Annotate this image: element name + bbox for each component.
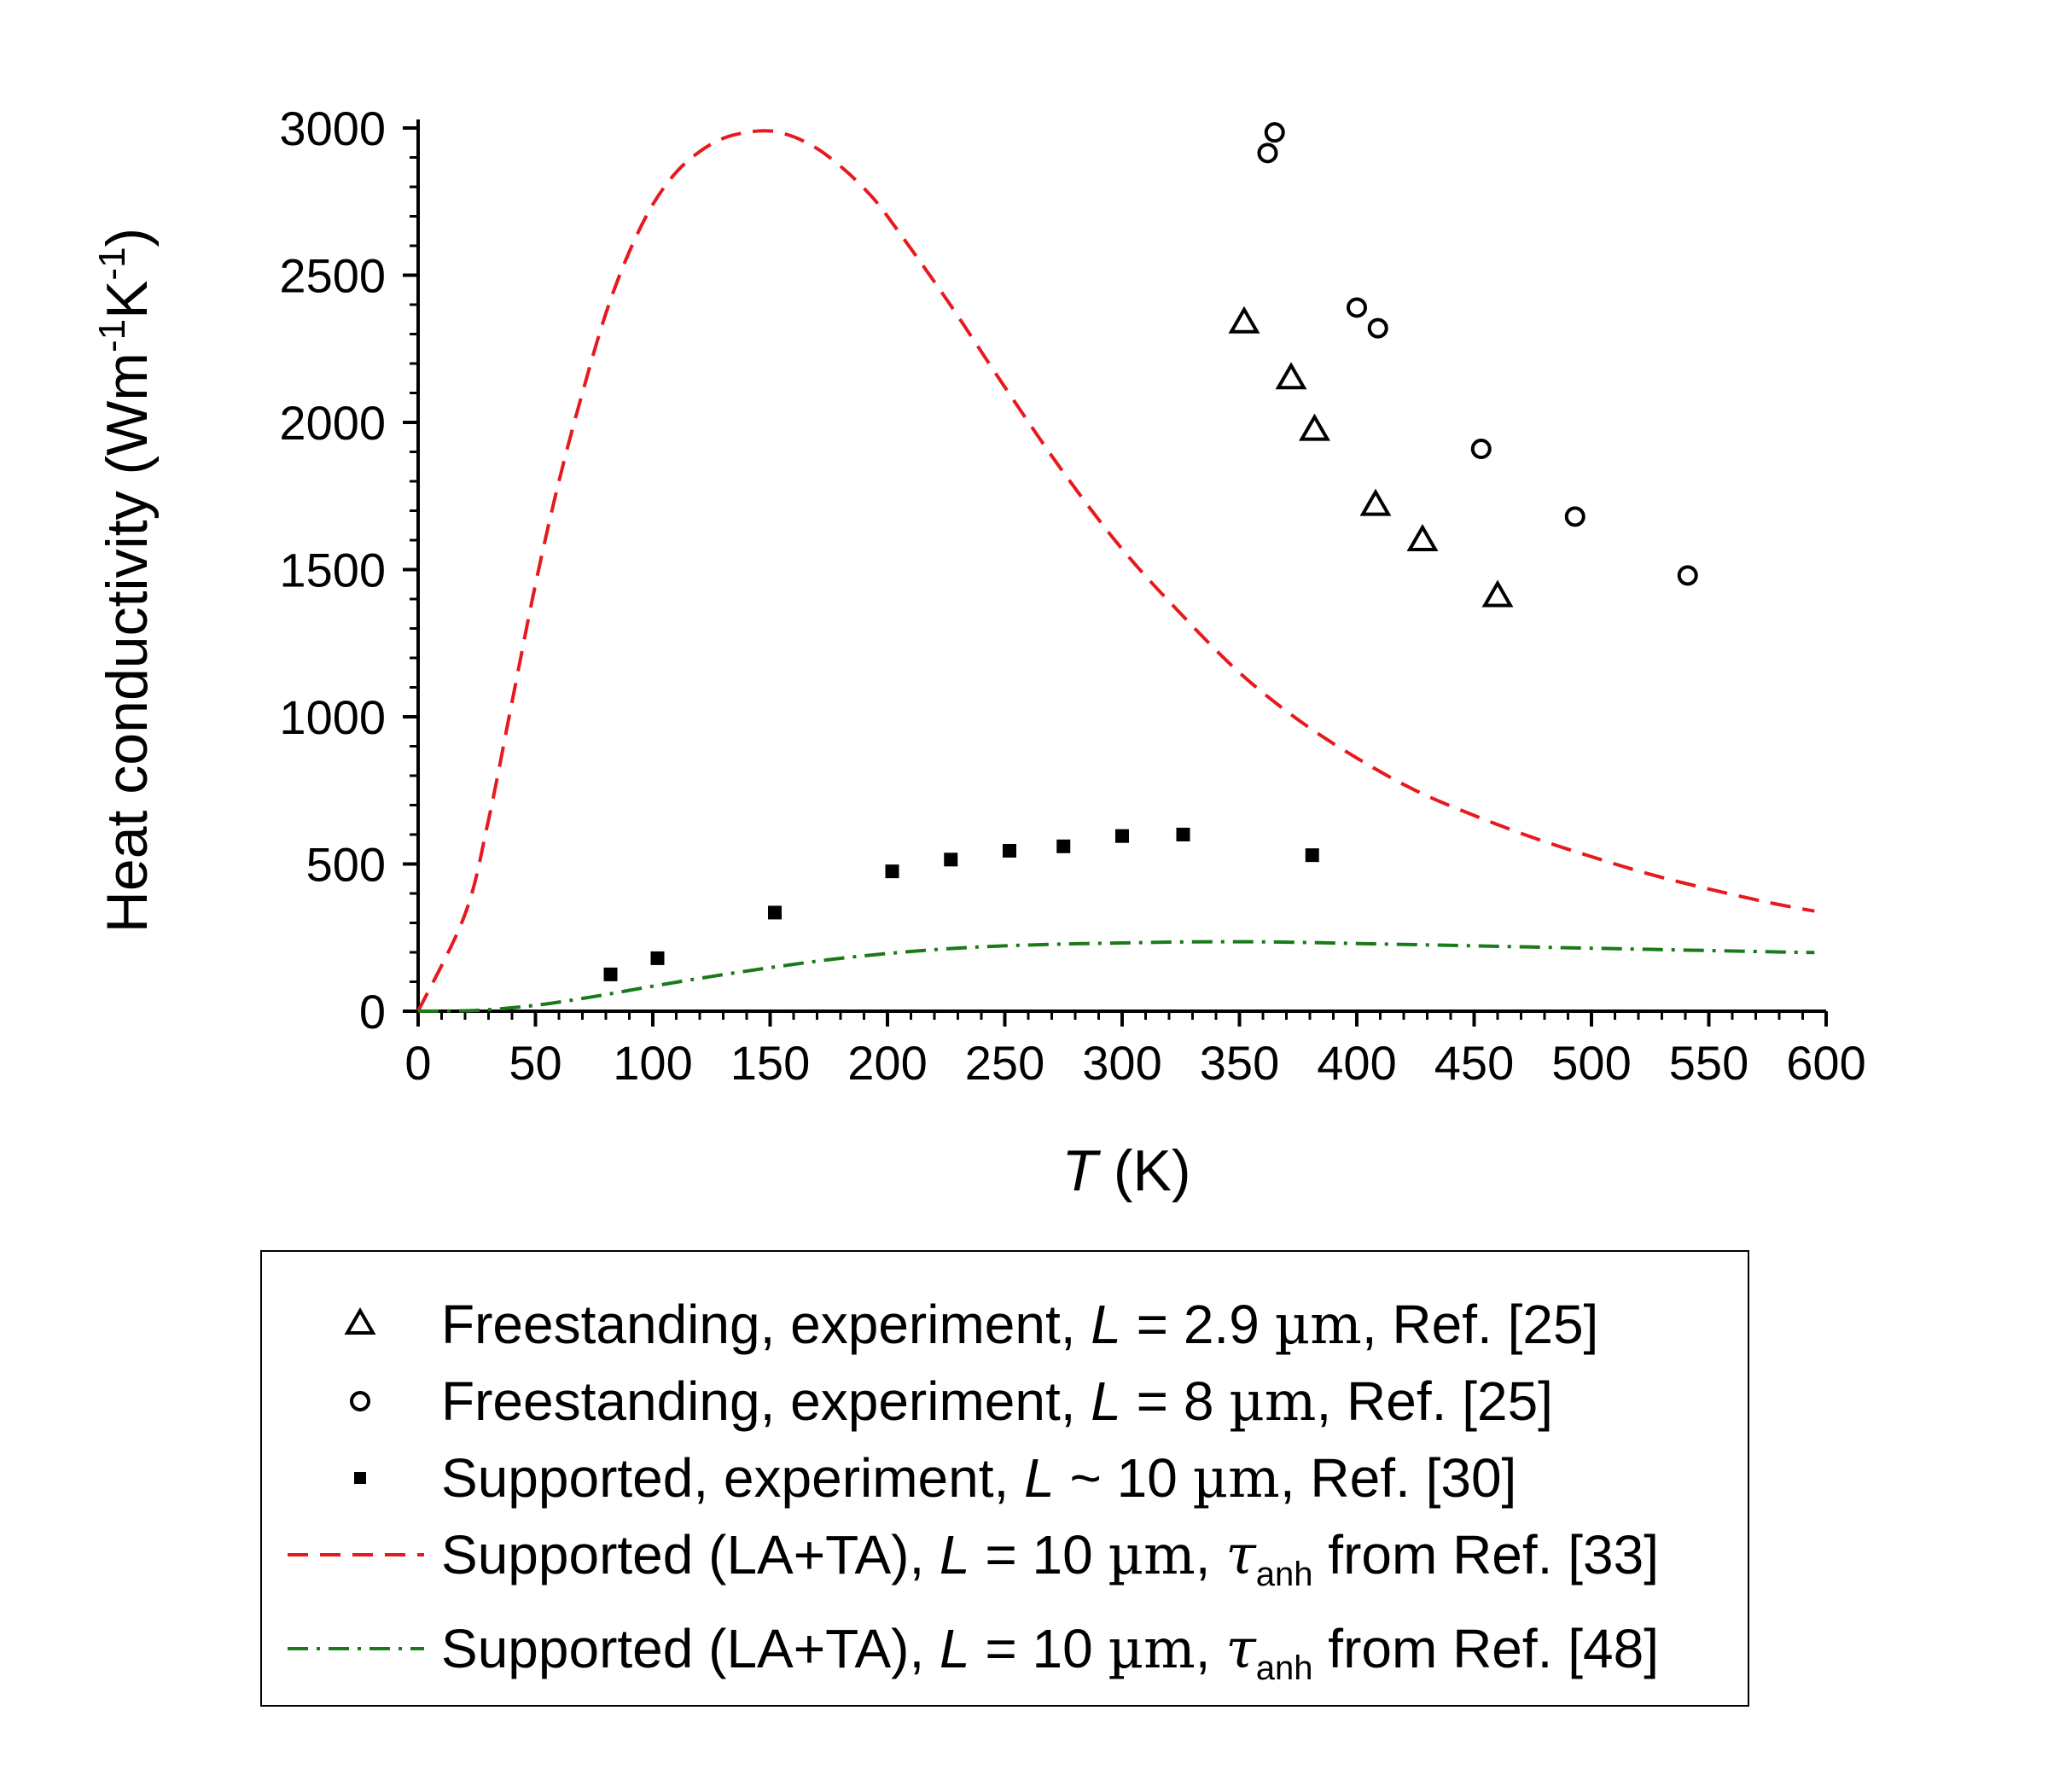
x-tick-label: 350 bbox=[1200, 1036, 1279, 1090]
x-tick-label: 150 bbox=[730, 1036, 810, 1090]
legend-circle-marker bbox=[350, 1391, 370, 1411]
legend-label: Freestanding, experiment, L = 2.9 µm, Re… bbox=[441, 1294, 1599, 1357]
square-data-point bbox=[650, 951, 665, 965]
legend-label: Supported, experiment, L ~ 10 µm, Ref. [… bbox=[441, 1447, 1517, 1510]
legend-entry-triangle: Freestanding, experiment, L = 2.9 µm, Re… bbox=[262, 1290, 1748, 1359]
x-tick-label: 100 bbox=[613, 1036, 692, 1090]
circle-data-point bbox=[1564, 506, 1585, 527]
chart: 0 50 100 150 200 250 300 350 400 450 500 550 600 0 50… bbox=[91, 102, 1866, 1203]
x-tick-label: 400 bbox=[1317, 1036, 1396, 1090]
y-tick-label: 1000 bbox=[279, 690, 386, 744]
triangle-data-point bbox=[1299, 413, 1330, 441]
series-points bbox=[603, 122, 1698, 981]
circle-data-point bbox=[1470, 439, 1492, 460]
y-axis-label: Heat conductivity (Wm-1K-1) bbox=[91, 228, 160, 933]
legend-entry-green-dashdot: Supported (LA+TA), L = 10 µm, τanh from … bbox=[262, 1615, 1748, 1687]
legend-triangle-marker bbox=[344, 1306, 376, 1335]
y-tick-label: 2000 bbox=[279, 396, 386, 450]
y-tick-label: 1500 bbox=[279, 544, 386, 597]
x-tick-label: 500 bbox=[1551, 1036, 1631, 1090]
triangle-data-point bbox=[1275, 362, 1307, 390]
x-tick-label: 550 bbox=[1669, 1036, 1748, 1090]
square-data-point bbox=[1305, 848, 1319, 863]
square-data-point bbox=[885, 864, 899, 879]
triangle-data-point bbox=[1359, 488, 1392, 516]
square-data-point bbox=[1003, 843, 1016, 858]
circle-data-point bbox=[1367, 317, 1388, 339]
square-data-point bbox=[1176, 828, 1190, 841]
y-axis-ticks: 0 500 1000 1500 2000 2500 3000 bbox=[279, 102, 418, 1039]
legend: Freestanding, experiment, L = 2.9 µm, Re… bbox=[260, 1250, 1749, 1707]
x-tick-label: 50 bbox=[509, 1036, 561, 1090]
circle-data-point bbox=[1264, 122, 1285, 143]
x-axis-ticks: 0 50 100 150 200 250 300 350 400 450 500 550 600 bbox=[404, 1011, 1866, 1090]
legend-green-dashdot-line bbox=[288, 1647, 424, 1650]
x-tick-label: 0 bbox=[404, 1036, 431, 1090]
square-data-point bbox=[944, 852, 958, 867]
legend-entry-red-dashed: Supported (LA+TA), L = 10 µm, τanh from … bbox=[262, 1521, 1748, 1593]
triangle-data-point bbox=[1228, 305, 1260, 334]
legend-entry-circle: Freestanding, experiment, L = 8 µm, Ref.… bbox=[262, 1367, 1748, 1435]
square-data-point bbox=[768, 905, 782, 920]
x-axis-label: T (K) bbox=[1062, 1138, 1190, 1203]
y-tick-label: 0 bbox=[359, 985, 386, 1039]
legend-label: Supported (LA+TA), L = 10 µm, τanh from … bbox=[441, 1618, 1659, 1687]
square-data-point bbox=[1115, 829, 1129, 843]
legend-red-dashed-line bbox=[288, 1553, 424, 1556]
y-tick-label: 500 bbox=[306, 838, 386, 892]
y-tick-label: 2500 bbox=[279, 249, 386, 303]
legend-label: Freestanding, experiment, L = 8 µm, Ref.… bbox=[441, 1370, 1553, 1434]
x-tick-label: 250 bbox=[965, 1036, 1044, 1090]
square-data-point bbox=[1056, 839, 1071, 853]
series-lines bbox=[416, 129, 1815, 1013]
legend-square-marker bbox=[354, 1472, 366, 1484]
legend-entry-square: Supported, experiment, L ~ 10 µm, Ref. [… bbox=[262, 1444, 1748, 1512]
circle-data-point bbox=[1347, 297, 1367, 318]
x-tick-label: 450 bbox=[1434, 1036, 1514, 1090]
circle-data-point bbox=[1257, 143, 1278, 164]
red-dashed-series-line bbox=[416, 129, 1815, 1012]
x-tick-label: 300 bbox=[1082, 1036, 1161, 1090]
triangle-data-point bbox=[1406, 523, 1439, 551]
square-data-point bbox=[603, 967, 618, 981]
circle-data-point bbox=[1677, 565, 1698, 586]
x-tick-label: 200 bbox=[847, 1036, 927, 1090]
triangle-data-point bbox=[1481, 579, 1514, 608]
legend-label: Supported (LA+TA), L = 10 µm, τanh from … bbox=[441, 1524, 1659, 1593]
green-dashdot-series-line bbox=[417, 940, 1815, 1013]
x-tick-label: 600 bbox=[1786, 1036, 1865, 1090]
y-tick-label: 3000 bbox=[279, 102, 386, 155]
